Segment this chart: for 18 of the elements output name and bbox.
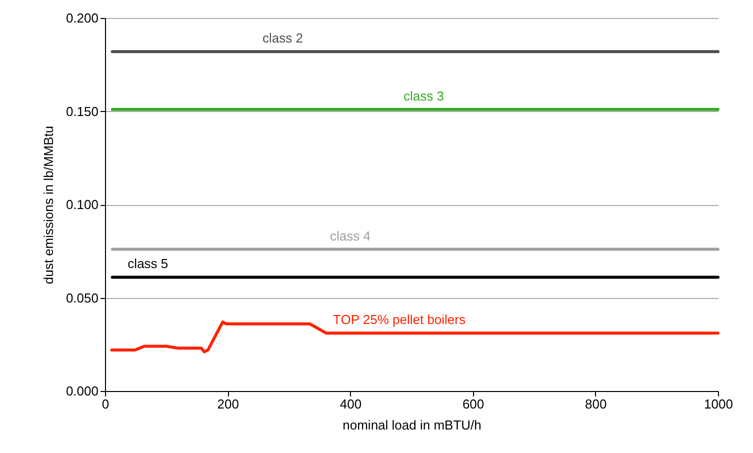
y-tick-label: 0.200: [66, 10, 98, 26]
y-axis-title: dust emissions in lb/MMBtu: [40, 126, 56, 284]
y-tick-label: 0.000: [66, 384, 98, 398]
x-tick-label: 1000: [704, 396, 733, 412]
x-tick-label: 600: [462, 396, 484, 412]
x-axis-title: nominal load in mBTU/h: [342, 418, 482, 432]
y-tick-label: 0.050: [66, 290, 98, 306]
x-tick-label: 400: [340, 396, 362, 412]
series-label: TOP 25% pellet boilers: [333, 312, 466, 328]
series-label: class 4: [330, 228, 370, 244]
y-tick-label: 0.100: [66, 197, 98, 212]
x-tick-label: 0: [102, 396, 110, 412]
series-label: class 2: [262, 30, 304, 46]
x-tick-label: 200: [217, 396, 239, 412]
y-tick-label: 0.150: [66, 104, 98, 119]
series-label: class 5: [128, 256, 168, 272]
x-tick-label: 800: [585, 396, 607, 412]
series-label: class 3: [404, 88, 444, 104]
